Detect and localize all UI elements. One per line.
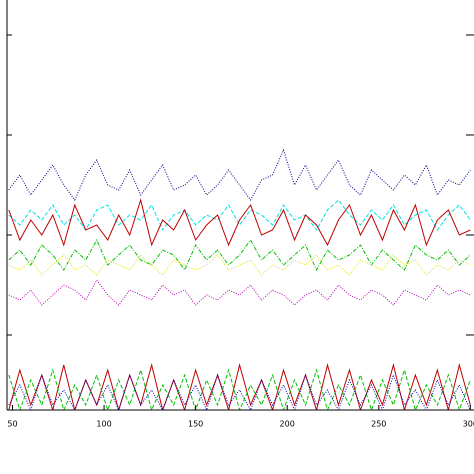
series-line	[8, 238, 471, 272]
series-line	[8, 279, 471, 306]
plot-area	[8, 148, 471, 410]
x-tick-label: 250	[371, 420, 386, 429]
series-line	[8, 148, 471, 201]
series-line	[8, 199, 471, 231]
series-line	[8, 254, 471, 276]
x-tick-label: 150	[188, 420, 203, 429]
x-tick-label: 300	[463, 420, 474, 429]
x-tick-label: 100	[96, 420, 111, 429]
series-line	[8, 198, 471, 247]
x-tick-label: 50	[7, 420, 17, 429]
series-line	[8, 368, 471, 410]
series-line	[8, 363, 471, 410]
x-tick-label: 200	[280, 420, 295, 429]
